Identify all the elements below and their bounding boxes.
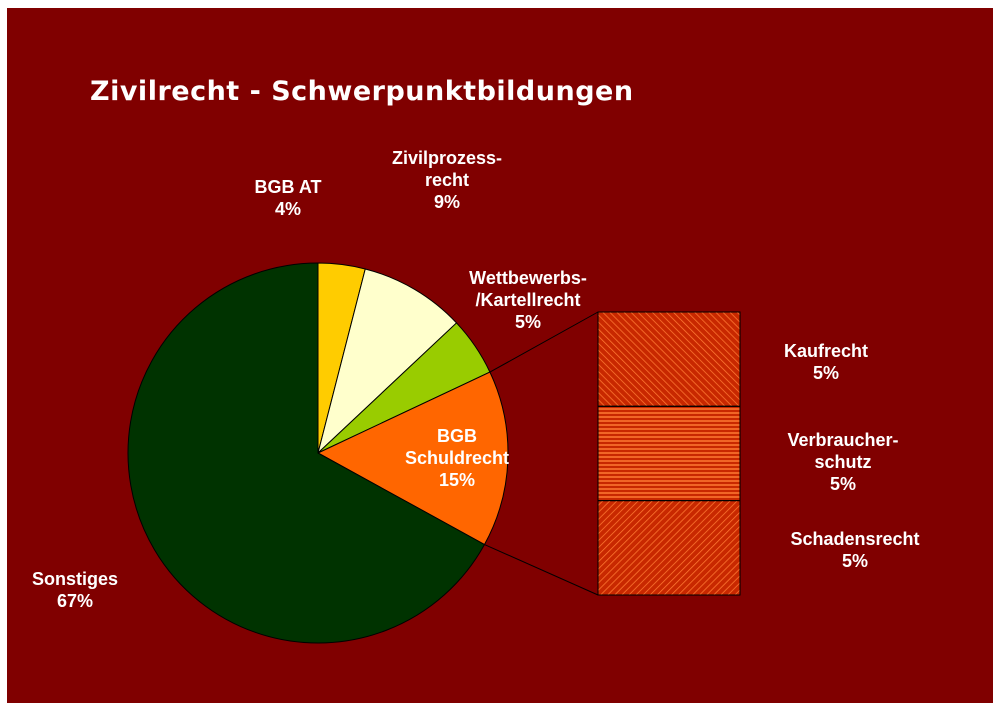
- breakdown-label: Kaufrecht 5%: [784, 340, 868, 384]
- slice-label: Wettbewerbs- /Kartellrecht 5%: [469, 267, 587, 333]
- bar-hatch: [597, 311, 741, 407]
- value-label: 5%: [841, 551, 868, 571]
- breakdown-label: Verbraucher- schutz 5%: [787, 429, 898, 495]
- value-label: 5%: [514, 312, 541, 332]
- value-label: 5%: [829, 474, 856, 494]
- category-label: Kaufrecht: [783, 341, 869, 361]
- value-label: 5%: [812, 363, 840, 383]
- bar-hatch: [597, 500, 741, 596]
- category-label: Zivilprozess- recht: [391, 148, 503, 190]
- category-label: BGB AT: [254, 177, 322, 197]
- category-label: BGB Schuldrecht: [404, 426, 510, 468]
- category-label: Schadensrecht: [790, 529, 920, 549]
- slice-label: BGB Schuldrecht 15%: [405, 425, 509, 491]
- category-label: Wettbewerbs- /Kartellrecht: [469, 268, 587, 310]
- pie-slice: [127, 262, 486, 644]
- breakdown-label: Schadensrecht 5%: [790, 528, 919, 572]
- category-label: Sonstiges: [31, 569, 119, 589]
- pie-slice: [316, 371, 509, 546]
- bar-hatch: [597, 405, 741, 502]
- value-label: 4%: [274, 199, 301, 219]
- slice-label: Zivilprozess- recht 9%: [392, 147, 502, 213]
- connector-line: [489, 311, 599, 373]
- slice-label: BGB AT 4%: [255, 176, 322, 220]
- slice-label: Sonstiges 67%: [32, 568, 118, 612]
- connector-line: [484, 544, 599, 596]
- chart-title: Zivilrecht - Schwerpunktbildungen: [90, 76, 634, 107]
- category-label: Verbraucher- schutz: [787, 430, 899, 472]
- value-label: 9%: [433, 192, 460, 212]
- value-label: 67%: [56, 591, 94, 611]
- pie-slice: [317, 268, 458, 455]
- value-label: 15%: [438, 470, 476, 490]
